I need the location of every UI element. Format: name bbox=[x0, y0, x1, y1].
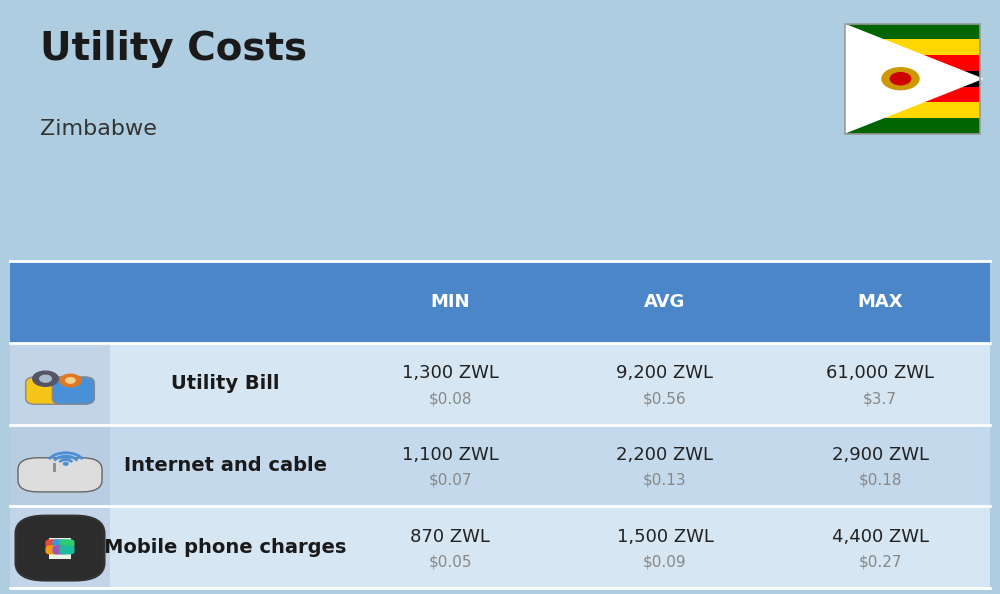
FancyBboxPatch shape bbox=[560, 343, 770, 425]
Circle shape bbox=[60, 374, 81, 387]
FancyBboxPatch shape bbox=[45, 545, 61, 555]
FancyBboxPatch shape bbox=[340, 343, 560, 425]
FancyBboxPatch shape bbox=[10, 261, 110, 343]
FancyBboxPatch shape bbox=[26, 377, 68, 405]
FancyBboxPatch shape bbox=[845, 87, 980, 102]
FancyBboxPatch shape bbox=[560, 425, 770, 506]
FancyBboxPatch shape bbox=[340, 425, 560, 506]
Text: $0.56: $0.56 bbox=[643, 391, 687, 406]
Text: Internet and cable: Internet and cable bbox=[124, 456, 326, 475]
FancyBboxPatch shape bbox=[110, 261, 340, 343]
FancyBboxPatch shape bbox=[560, 506, 770, 588]
Text: $0.09: $0.09 bbox=[643, 554, 687, 570]
FancyBboxPatch shape bbox=[52, 377, 94, 405]
Circle shape bbox=[40, 375, 51, 382]
Text: MIN: MIN bbox=[430, 293, 470, 311]
Circle shape bbox=[33, 371, 58, 386]
FancyBboxPatch shape bbox=[770, 261, 990, 343]
FancyBboxPatch shape bbox=[845, 24, 980, 39]
FancyBboxPatch shape bbox=[110, 343, 340, 425]
Text: 61,000 ZWL: 61,000 ZWL bbox=[826, 364, 934, 383]
FancyBboxPatch shape bbox=[560, 261, 770, 343]
Circle shape bbox=[66, 378, 75, 383]
Text: 1,500 ZWL: 1,500 ZWL bbox=[617, 527, 713, 546]
FancyBboxPatch shape bbox=[10, 425, 110, 506]
FancyBboxPatch shape bbox=[770, 343, 990, 425]
FancyBboxPatch shape bbox=[49, 538, 71, 560]
FancyBboxPatch shape bbox=[10, 343, 110, 425]
Text: 2,200 ZWL: 2,200 ZWL bbox=[616, 446, 714, 464]
Text: Zimbabwe: Zimbabwe bbox=[40, 119, 157, 139]
Polygon shape bbox=[845, 24, 984, 134]
Text: $0.27: $0.27 bbox=[858, 554, 902, 570]
FancyBboxPatch shape bbox=[845, 39, 980, 55]
FancyBboxPatch shape bbox=[52, 539, 68, 548]
Text: 2,900 ZWL: 2,900 ZWL bbox=[832, 446, 928, 464]
FancyBboxPatch shape bbox=[340, 506, 560, 588]
FancyBboxPatch shape bbox=[845, 118, 980, 134]
FancyBboxPatch shape bbox=[845, 102, 980, 118]
Text: AVG: AVG bbox=[644, 293, 686, 311]
Circle shape bbox=[882, 68, 919, 90]
FancyBboxPatch shape bbox=[110, 425, 340, 506]
FancyBboxPatch shape bbox=[16, 516, 105, 580]
FancyBboxPatch shape bbox=[340, 261, 560, 343]
FancyBboxPatch shape bbox=[59, 539, 75, 548]
FancyBboxPatch shape bbox=[59, 545, 75, 555]
Text: 1,300 ZWL: 1,300 ZWL bbox=[402, 364, 498, 383]
FancyBboxPatch shape bbox=[845, 71, 980, 87]
Text: $0.08: $0.08 bbox=[428, 391, 472, 406]
Text: Utility Bill: Utility Bill bbox=[171, 374, 279, 393]
FancyBboxPatch shape bbox=[18, 458, 102, 492]
FancyBboxPatch shape bbox=[52, 545, 68, 555]
Text: Utility Costs: Utility Costs bbox=[40, 30, 307, 68]
FancyBboxPatch shape bbox=[10, 506, 110, 588]
Text: 9,200 ZWL: 9,200 ZWL bbox=[616, 364, 714, 383]
Text: 1,100 ZWL: 1,100 ZWL bbox=[402, 446, 498, 464]
Circle shape bbox=[890, 72, 911, 85]
FancyBboxPatch shape bbox=[770, 506, 990, 588]
Text: MAX: MAX bbox=[857, 293, 903, 311]
FancyBboxPatch shape bbox=[45, 539, 61, 548]
Text: $0.13: $0.13 bbox=[643, 473, 687, 488]
Text: $0.05: $0.05 bbox=[428, 554, 472, 570]
Text: $0.07: $0.07 bbox=[428, 473, 472, 488]
Text: $0.18: $0.18 bbox=[858, 473, 902, 488]
FancyBboxPatch shape bbox=[770, 425, 990, 506]
Text: $3.7: $3.7 bbox=[863, 391, 897, 406]
Text: 4,400 ZWL: 4,400 ZWL bbox=[832, 527, 928, 546]
FancyBboxPatch shape bbox=[845, 55, 980, 71]
FancyBboxPatch shape bbox=[110, 506, 340, 588]
Text: Mobile phone charges: Mobile phone charges bbox=[104, 538, 346, 557]
Circle shape bbox=[63, 463, 68, 465]
Text: 870 ZWL: 870 ZWL bbox=[410, 527, 490, 546]
